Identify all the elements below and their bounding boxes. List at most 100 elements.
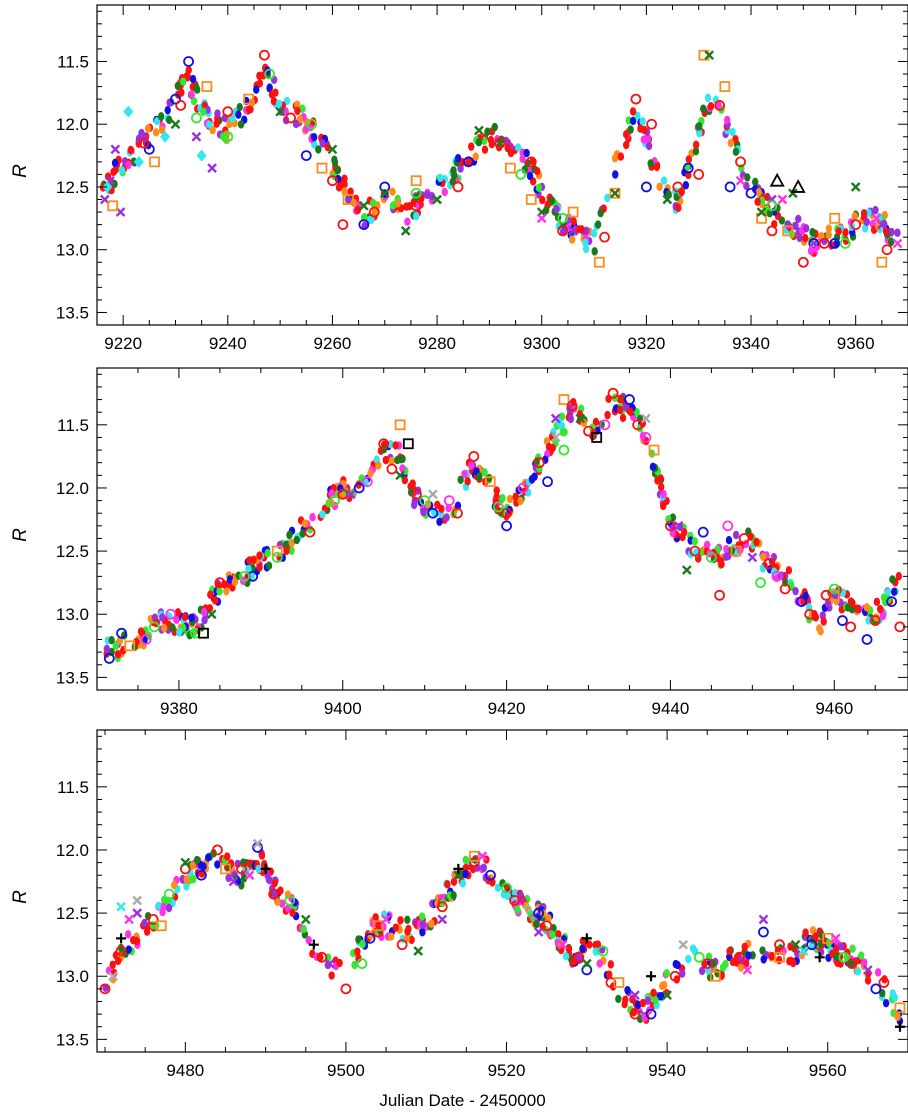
data-point [284, 895, 296, 906]
data-point [829, 238, 841, 249]
data-point [201, 81, 213, 92]
data-point [379, 188, 390, 199]
data-point [777, 194, 788, 205]
data-point [392, 441, 399, 450]
data-point [327, 144, 338, 155]
data-point [205, 120, 213, 129]
data-point [732, 530, 740, 540]
data-point [882, 227, 890, 236]
data-point [504, 143, 511, 153]
data-point [698, 966, 706, 976]
data-point [673, 520, 684, 531]
data-point [894, 1012, 901, 1022]
data-point [265, 561, 273, 570]
data-point [879, 611, 887, 621]
data-point [660, 501, 667, 511]
data-point [568, 226, 578, 236]
data-point [364, 932, 376, 944]
data-point [356, 958, 368, 970]
data-point [861, 224, 869, 233]
data-point [557, 225, 569, 237]
data-point [785, 221, 792, 230]
data-point [133, 936, 141, 946]
data-point [351, 960, 358, 970]
data-point [413, 946, 424, 956]
data-point [220, 863, 231, 875]
data-point [542, 476, 553, 488]
data-point [350, 198, 358, 208]
data-point [107, 200, 119, 212]
data-point [130, 157, 137, 166]
data-point [790, 179, 806, 193]
data-point [854, 967, 862, 976]
data-point [617, 152, 625, 161]
data-point [468, 461, 475, 470]
data-point [514, 905, 521, 914]
data-point [432, 194, 442, 205]
data-point [411, 488, 422, 500]
y-axis-label: R [10, 164, 31, 178]
data-point [837, 615, 848, 626]
data-point [480, 863, 487, 873]
data-point [525, 156, 537, 168]
data-point [864, 976, 872, 985]
data-point [301, 519, 309, 528]
data-point [891, 587, 898, 596]
data-point [523, 148, 530, 158]
data-point [881, 244, 893, 256]
data-point [283, 96, 291, 106]
data-point [342, 194, 354, 205]
data-point [825, 230, 832, 240]
data-point [143, 927, 151, 936]
data-point [629, 107, 637, 116]
data-point [517, 482, 529, 494]
data-point [654, 476, 661, 485]
data-point [191, 131, 202, 142]
data-point [550, 413, 561, 424]
data-point [468, 142, 475, 151]
data-point [399, 454, 406, 464]
data-point [413, 211, 420, 221]
data-point [802, 928, 809, 937]
data-point [133, 155, 144, 168]
data-point [403, 934, 411, 943]
data-point [477, 851, 488, 862]
x-tick-label: 9240 [209, 334, 247, 353]
data-point [723, 544, 730, 554]
data-point [549, 930, 556, 939]
data-point [558, 444, 570, 456]
x-tick-label: 9280 [418, 334, 456, 353]
data-point [788, 957, 796, 966]
data-point [266, 84, 273, 93]
data-point [118, 166, 126, 175]
data-point [814, 952, 825, 963]
data-point [288, 546, 295, 555]
data-point [685, 155, 692, 164]
data-point [141, 918, 148, 928]
data-point [305, 936, 312, 945]
data-point [725, 536, 733, 545]
data-point [294, 100, 301, 109]
data-point [830, 933, 841, 944]
data-point [436, 517, 443, 526]
data-point [672, 181, 684, 193]
data-point [660, 489, 667, 499]
data-point [775, 955, 783, 965]
data-point [525, 488, 532, 497]
data-point [170, 880, 178, 890]
data-point [735, 175, 746, 186]
data-point [175, 628, 183, 637]
y-tick-label: 13.0 [56, 605, 89, 624]
data-point [116, 627, 127, 639]
data-point [243, 93, 255, 105]
data-point [630, 93, 642, 105]
data-point [846, 958, 858, 970]
data-point [730, 545, 742, 557]
data-point [355, 480, 362, 489]
data-point [579, 944, 586, 953]
data-point [611, 154, 619, 163]
data-point [528, 475, 536, 484]
data-point [795, 214, 802, 224]
data-point [389, 187, 396, 196]
data-point [779, 583, 791, 595]
